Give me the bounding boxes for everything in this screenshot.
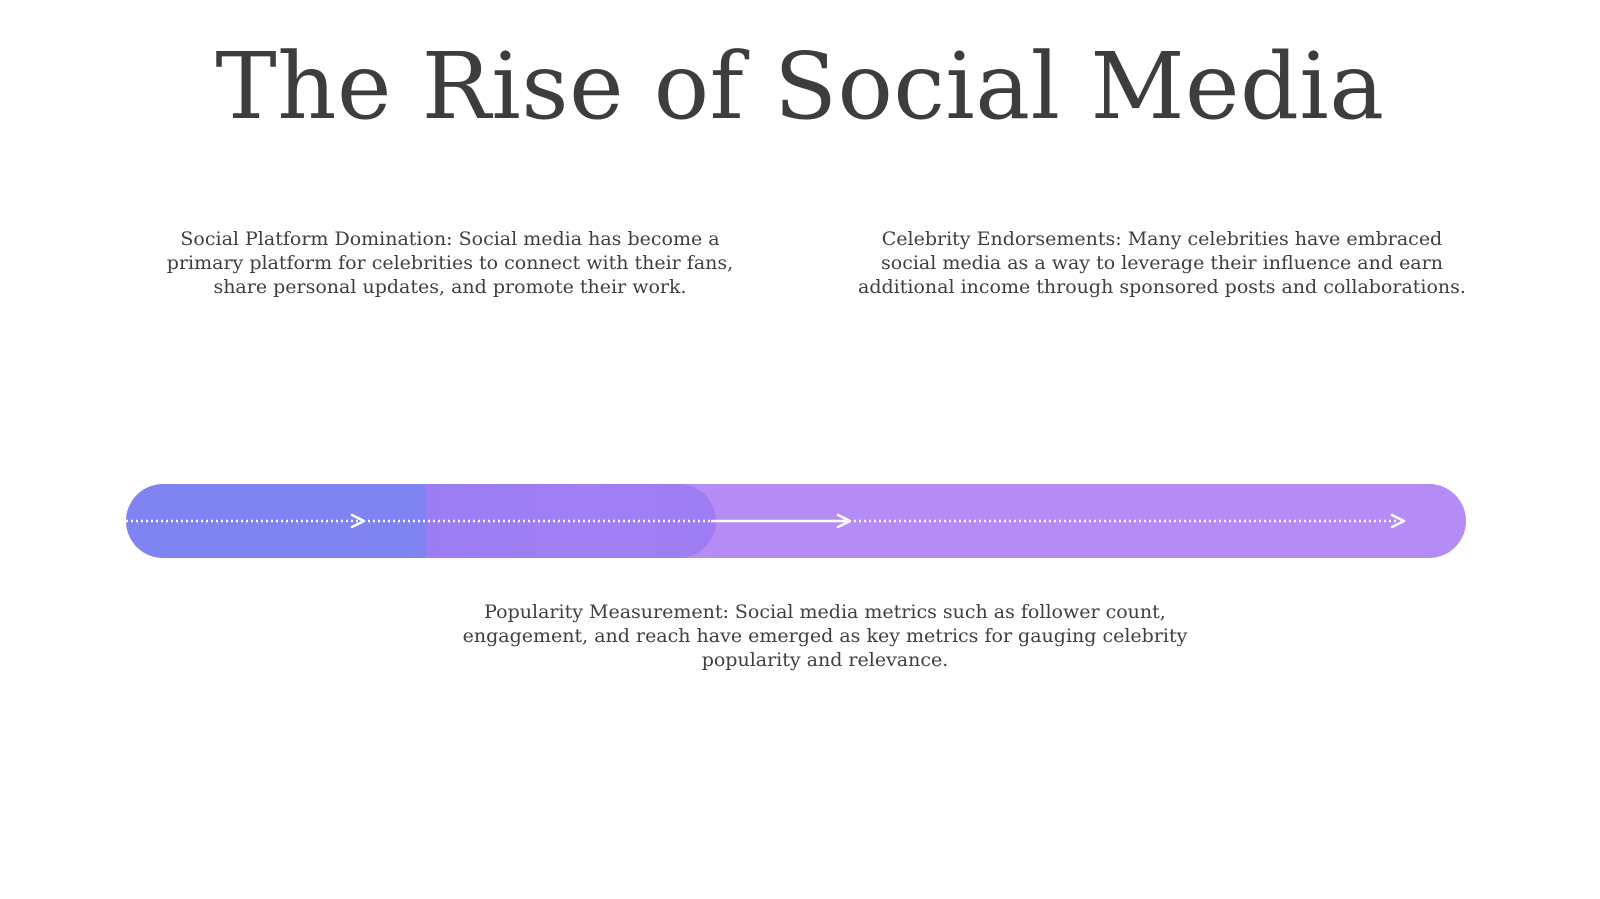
timeline-flow-line xyxy=(126,513,1406,529)
point-celebrity-endorsements: Celebrity Endorsements: Many celebrities… xyxy=(858,228,1466,298)
arrow-right-icon xyxy=(350,513,366,529)
timeline-bar xyxy=(126,484,1466,558)
point-popularity-measurement: Popularity Measurement: Social media met… xyxy=(462,601,1188,671)
point-social-platform-domination: Social Platform Domination: Social media… xyxy=(166,228,734,298)
slide-title: The Rise of Social Media xyxy=(215,33,1385,140)
arrow-right-icon xyxy=(1390,513,1406,529)
arrow-right-icon xyxy=(836,513,852,529)
